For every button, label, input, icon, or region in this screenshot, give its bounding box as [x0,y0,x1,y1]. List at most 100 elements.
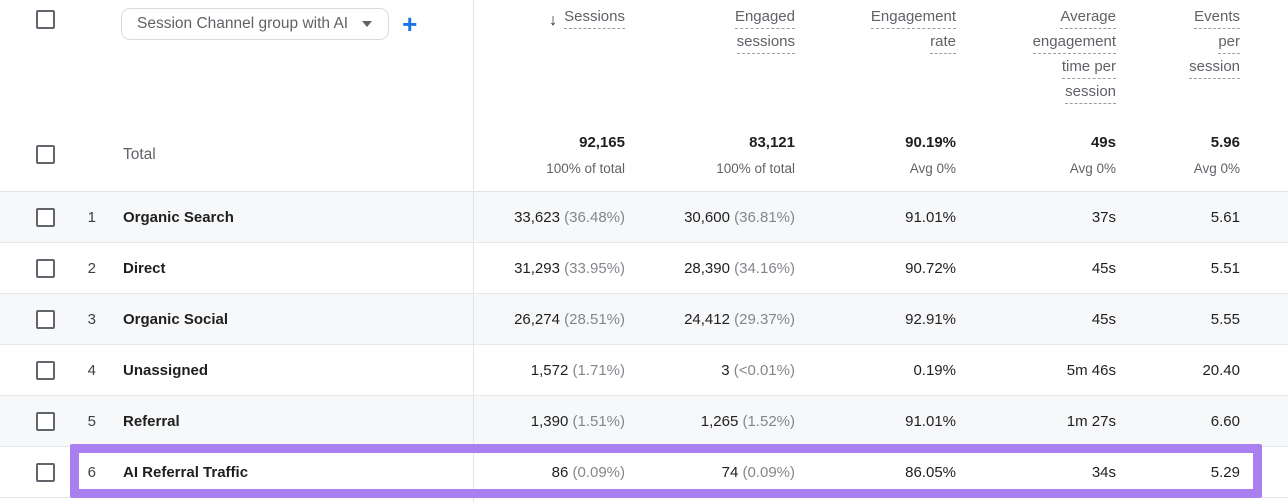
events-per-session-header-label: Events [1194,8,1240,29]
table-row: 2 Direct 31,293 (33.95%) 28,390 (34.16%)… [0,243,1288,294]
engaged-sessions-cell: 74 (0.09%) [721,463,795,481]
channel-name: Referral [123,412,180,430]
engaged-sessions-cell: 1,265 (1.52%) [700,412,795,430]
total-engaged-sessions-subtext: 100% of total [716,160,795,176]
avg-engagement-time-cell: 34s [1091,463,1116,481]
events-per-session-header-label: session [1189,58,1240,79]
total-checkbox-cell [0,145,70,164]
engagement-rate-header-label: rate [930,33,956,54]
column-header-engagement-rate[interactable]: Engagement rate [795,8,956,58]
engagement-rate-cell: 0.19% [913,361,956,379]
engagement-rate-cell: 91.01% [905,412,956,430]
engaged-percent: (34.16%) [734,259,795,277]
engaged-sessions-cell: 24,412 (29.37%) [684,310,795,328]
total-events-per-session-cell: 5.96 Avg 0% [1116,134,1240,176]
row-index: 3 [87,310,96,328]
dimension-dropdown[interactable]: Session Channel group with AI [121,8,390,40]
row-index: 2 [87,259,96,277]
avg-engagement-time-cell: 45s [1091,259,1116,277]
engagement-rate-cell: 86.05% [905,463,956,481]
row-checkbox[interactable] [36,258,55,278]
column-header-sessions[interactable]: ↓ Sessions [472,8,625,33]
row-checkbox[interactable] [36,309,55,329]
total-row-checkbox[interactable] [36,145,55,164]
engaged-sessions-cell: 3 (<0.01%) [721,361,795,379]
total-avg-engagement-time-subtext: Avg 0% [1069,160,1116,176]
engaged-percent: (36.81%) [734,208,795,226]
column-header-engaged-sessions[interactable]: Engaged sessions [625,8,795,58]
row-checkbox[interactable] [36,360,55,380]
engagement-rate-cell: 91.01% [905,208,956,226]
total-events-per-session-subtext: Avg 0% [1193,160,1240,176]
dimension-controls: Session Channel group with AI + [70,8,472,40]
events-per-session-cell: 5.61 [1210,208,1240,226]
sessions-percent: (33.95%) [564,259,625,277]
avg-engagement-time-header-label: time per [1061,58,1116,79]
column-header-avg-engagement-time[interactable]: Average engagement time per session [956,8,1116,108]
chevron-down-icon [362,21,373,27]
table-row: 1 Organic Search 33,623 (36.48%) 30,600 … [0,192,1288,243]
events-per-session-cell: 5.55 [1210,310,1240,328]
add-dimension-button[interactable]: + [402,9,418,39]
avg-engagement-time-header-label: Average [1060,8,1116,29]
total-events-per-session-value: 5.96 [1210,133,1240,151]
engaged-sessions-header-label: Engaged [734,8,795,29]
engaged-percent: (29.37%) [734,310,795,328]
events-per-session-header-label: per [1218,33,1240,54]
table-header: Session Channel group with AI + ↓ Sessio… [0,0,1288,118]
sessions-cell: 31,293 (33.95%) [514,259,625,277]
column-divider [473,0,474,502]
sessions-percent: (0.09%) [572,463,625,481]
engaged-sessions-cell: 28,390 (34.16%) [684,259,795,277]
engaged-sessions-header-label: sessions [736,33,795,54]
table-row: 4 Unassigned 1,572 (1.71%) 3 (<0.01%) 0.… [0,345,1288,396]
select-all-checkbox[interactable] [36,10,55,29]
total-engagement-rate-value: 90.19% [905,133,956,151]
table-row: 5 Referral 1,390 (1.51%) 1,265 (1.52%) 9… [0,396,1288,447]
row-index: 5 [87,412,96,430]
avg-engagement-time-cell: 1m 27s [1066,412,1116,430]
engagement-rate-header-label: Engagement [870,8,956,29]
events-per-session-cell: 6.60 [1210,412,1240,430]
total-engagement-rate-subtext: Avg 0% [909,160,956,176]
sessions-cell: 86 (0.09%) [551,463,625,481]
total-avg-engagement-time-cell: 49s Avg 0% [956,134,1116,176]
channel-name: Direct [123,259,166,277]
engaged-percent: (<0.01%) [733,361,795,379]
total-engagement-rate-cell: 90.19% Avg 0% [795,134,956,176]
avg-engagement-time-header-label: engagement [1032,33,1116,54]
total-avg-engagement-time-value: 49s [1090,133,1116,151]
row-index: 1 [87,208,96,226]
events-per-session-cell: 5.51 [1210,259,1240,277]
total-sessions-cell: 92,165 100% of total [472,134,625,176]
sessions-cell: 1,572 (1.71%) [530,361,625,379]
total-engaged-sessions-value: 83,121 [749,133,795,151]
sort-descending-icon: ↓ [549,11,558,29]
dimension-dropdown-value: Session Channel group with AI [137,15,349,32]
channel-name: Organic Search [123,208,234,226]
events-per-session-cell: 5.29 [1210,463,1240,481]
engaged-percent: (0.09%) [742,463,795,481]
row-index: 4 [87,361,96,379]
header-checkbox-cell [0,10,70,29]
total-label: Total [123,145,156,163]
sessions-percent: (1.51%) [572,412,625,430]
total-sessions-subtext: 100% of total [546,160,625,176]
sessions-cell: 26,274 (28.51%) [514,310,625,328]
sessions-cell: 33,623 (36.48%) [514,208,625,226]
sessions-percent: (28.51%) [564,310,625,328]
sessions-header-line: ↓ Sessions [549,8,625,33]
avg-engagement-time-cell: 5m 46s [1066,361,1116,379]
row-checkbox[interactable] [36,207,55,227]
channel-name: Unassigned [123,361,209,379]
column-header-events-per-session[interactable]: Events per session [1116,8,1240,83]
row-checkbox[interactable] [36,462,55,482]
total-sessions-value: 92,165 [579,133,625,151]
avg-engagement-time-cell: 37s [1091,208,1116,226]
row-checkbox[interactable] [36,411,55,431]
engagement-rate-cell: 92.91% [905,310,956,328]
events-per-session-cell: 20.40 [1202,361,1240,379]
channel-name: Organic Social [123,310,229,328]
avg-engagement-time-cell: 45s [1091,310,1116,328]
